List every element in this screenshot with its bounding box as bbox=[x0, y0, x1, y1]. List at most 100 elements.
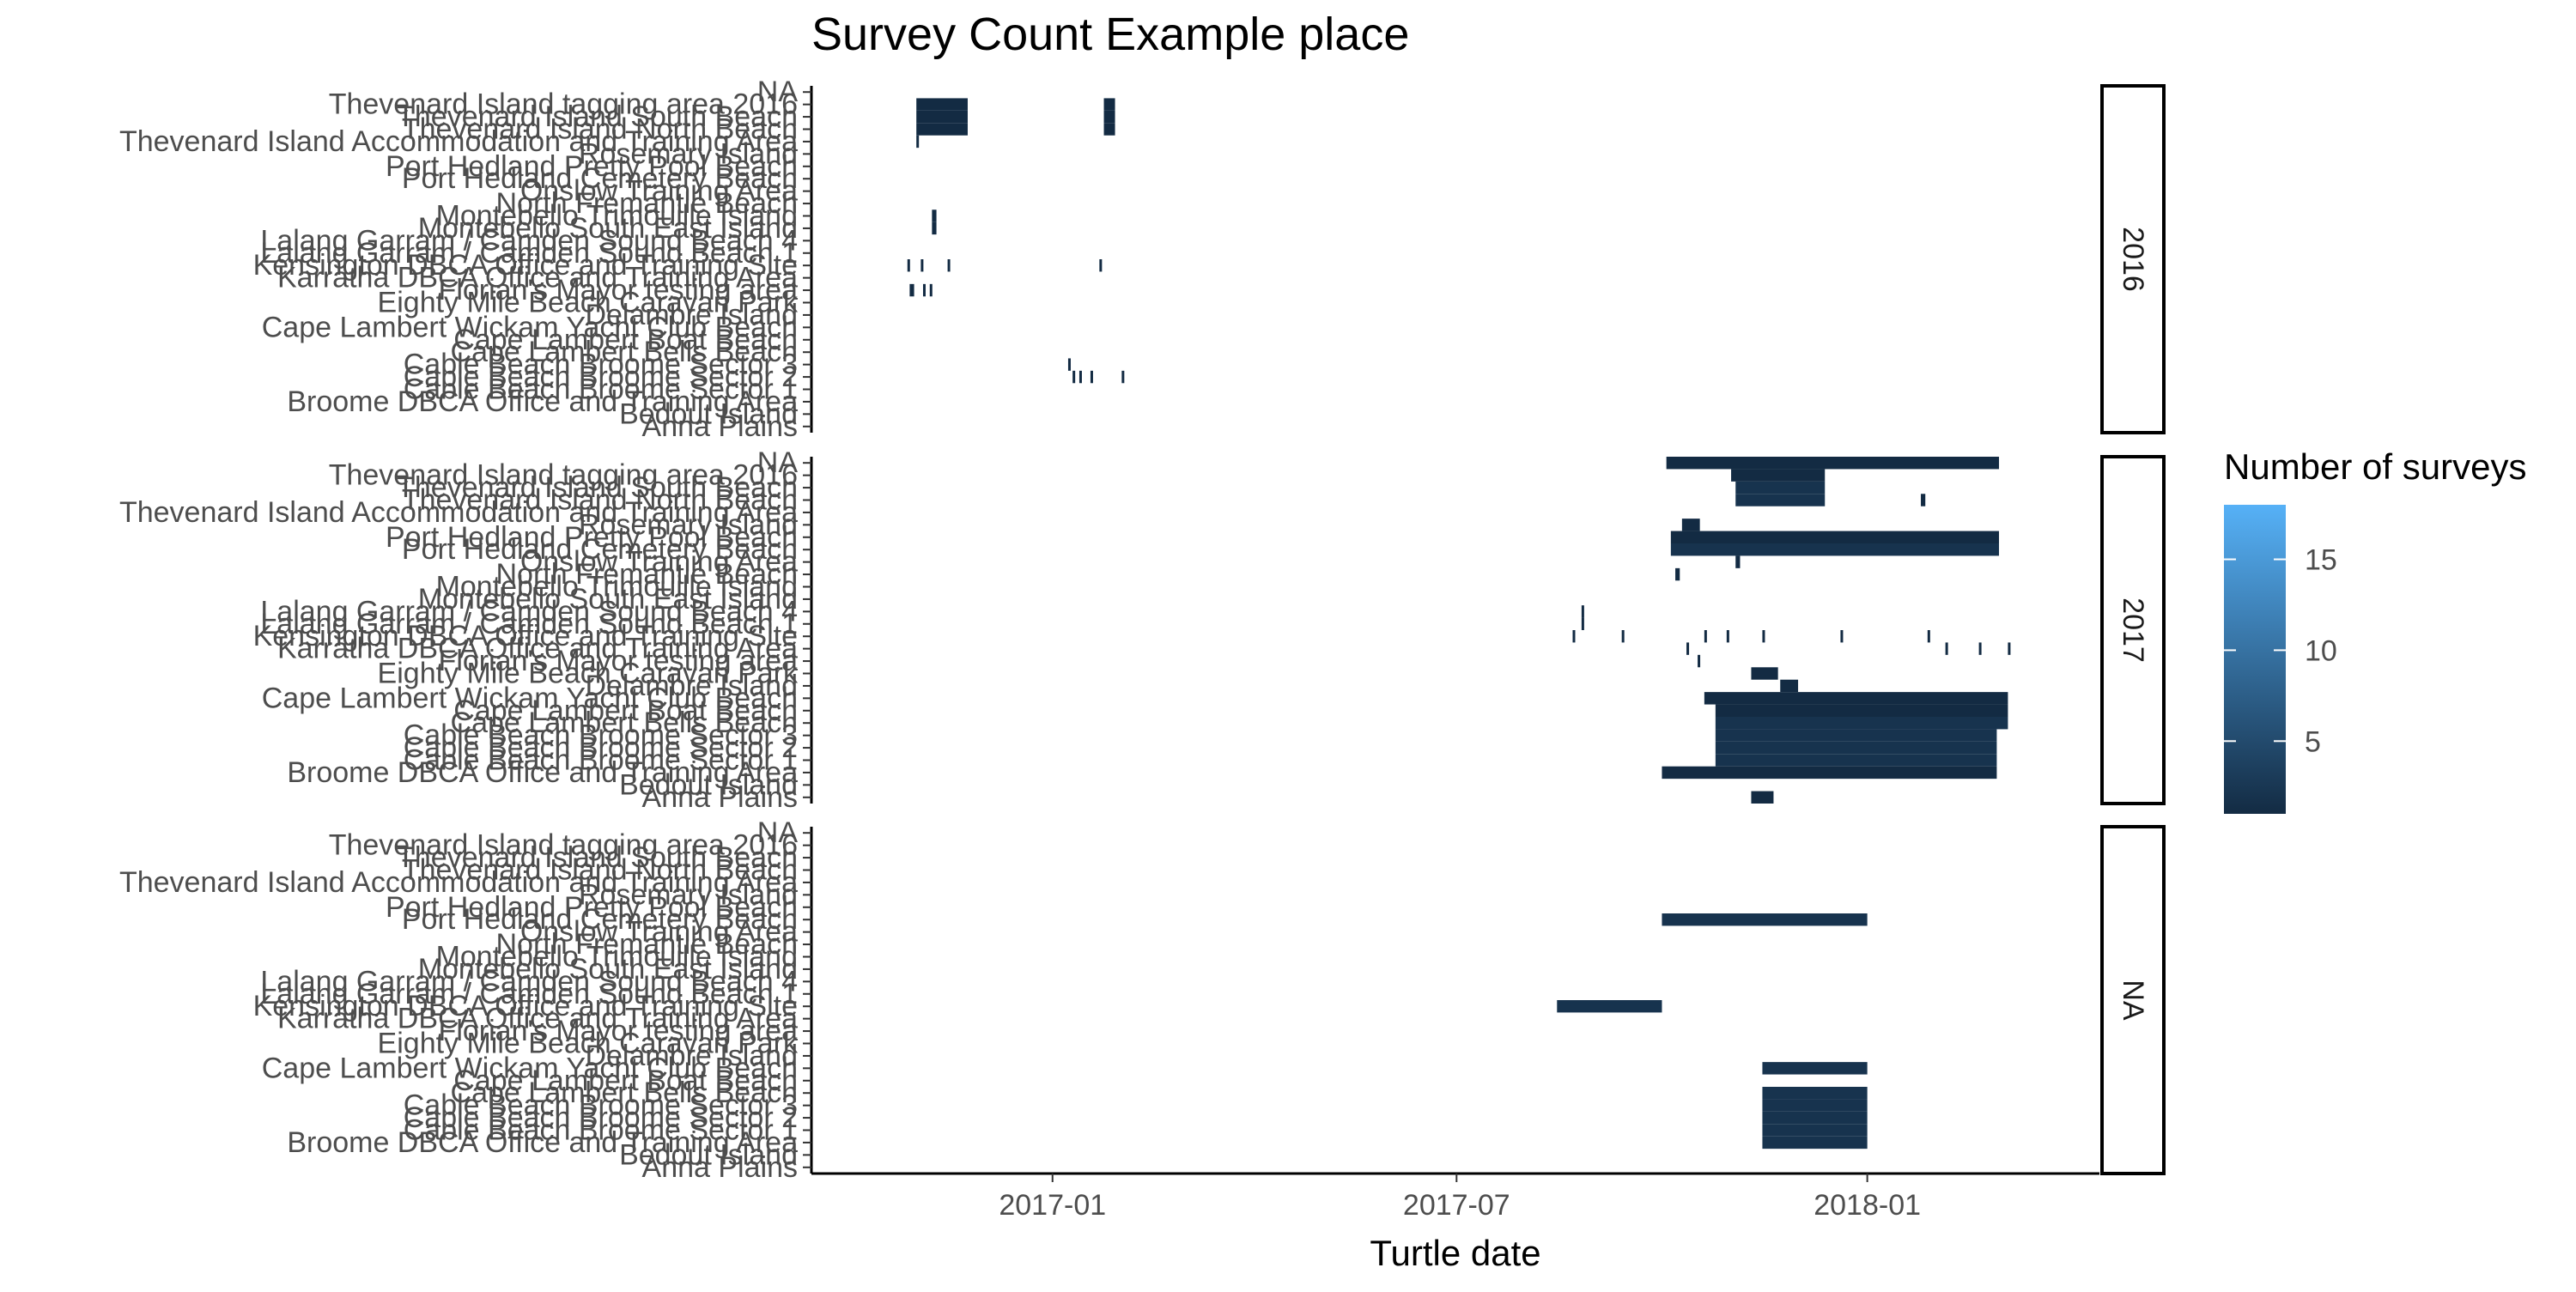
y-tick-label: Port Hedland Pretty Pool Beach bbox=[386, 521, 798, 554]
heatmap-cell bbox=[1698, 654, 1701, 668]
x-axis-title: Turtle date bbox=[1370, 1233, 1540, 1273]
heatmap-cell bbox=[1927, 630, 1930, 643]
y-tick-label: Eighty Mile Beach Caravan Park bbox=[378, 1028, 799, 1060]
y-tick-label: Montebello Trimouille Island bbox=[436, 200, 798, 233]
heatmap-cell bbox=[1099, 259, 1103, 272]
heatmap-cell bbox=[1762, 1136, 1868, 1149]
x-tick-label: 2017-01 bbox=[999, 1189, 1106, 1222]
y-tick-label: Cable Beach Broome Sector 1 bbox=[404, 373, 798, 406]
y-tick-label: Cape Lambert Bells Beach bbox=[451, 336, 798, 368]
heatmap-cell bbox=[1715, 741, 1997, 755]
facet-panels: NA Thevenard Island tagging area 2016 Thev… bbox=[119, 76, 2166, 1222]
y-tick-label: Lalang Garram / Camden Sound Beach 4 bbox=[260, 224, 798, 257]
y-tick-label: Thevenard Island tagging area 2016 bbox=[329, 459, 798, 492]
y-tick-label: Kensington DBCA Office and Training Site bbox=[253, 249, 798, 282]
heatmap-cell bbox=[1731, 469, 1826, 482]
heatmap-cell bbox=[916, 123, 968, 136]
heatmap-cell bbox=[1103, 98, 1115, 111]
y-tick-label: Cape Lambert Boat Beach bbox=[453, 324, 798, 356]
heatmap-cell bbox=[1681, 519, 1700, 531]
y-tick-label: Thevenard Island South Beach bbox=[397, 841, 798, 874]
heatmap-cell bbox=[922, 283, 926, 297]
y-tick-label: Lalang Garram / Camden Sound Beach 1 bbox=[260, 608, 798, 640]
heatmap-cell bbox=[1572, 630, 1576, 643]
y-tick-label: Montebello Trimouille Island bbox=[436, 941, 798, 974]
heatmap-cell bbox=[1715, 729, 1997, 742]
y-tick-label: North Fremantle Beach bbox=[496, 558, 799, 591]
facet-strip-box bbox=[2100, 455, 2166, 805]
y-tick-label: Cable Beach Broome Sector 1 bbox=[404, 744, 798, 777]
x-axis: 2017-01 2017-07 2018-01 bbox=[811, 1172, 2099, 1222]
y-tick-label: Thevenard Island Accommodation and Train… bbox=[119, 866, 798, 899]
heatmap-cell bbox=[1670, 543, 2000, 556]
heatmap-cell bbox=[1704, 692, 2008, 705]
y-tick-label: Onslow Training Area bbox=[520, 175, 798, 208]
heatmap-cell bbox=[1726, 630, 1729, 643]
y-tick-label: Cable Beach Broome Sector 1 bbox=[404, 1114, 798, 1147]
heatmap-cell bbox=[916, 110, 968, 124]
y-tick-label: Onslow Training Area bbox=[520, 916, 798, 949]
color-legend: 5 10 15 bbox=[2224, 505, 2337, 814]
y-tick-label: Anna Plains bbox=[642, 1151, 798, 1184]
heatmap-cell bbox=[907, 259, 910, 272]
y-tick-label: Bedout Island bbox=[619, 1138, 798, 1171]
y-tick-label: Karratha DBCA Office and Training Area bbox=[277, 633, 798, 665]
y-tick-label: Cape Lambert Bells Beach bbox=[451, 1077, 798, 1109]
heatmap-cell bbox=[1686, 642, 1690, 655]
heatmap-cell bbox=[1662, 913, 1868, 926]
heatmap-cell bbox=[1735, 555, 1741, 568]
y-tick-label: Broome DBCA Office and Training Area bbox=[287, 385, 798, 418]
y-tick-label: Thevenard Island Accommodation and Train… bbox=[119, 125, 798, 158]
facet-strip: 2016 bbox=[2100, 84, 2166, 434]
y-tick-label: Cable Beach Broome Sector 3 bbox=[404, 349, 798, 381]
heatmap-cell bbox=[1762, 1062, 1868, 1075]
y-tick-label: North Fremantle Beach bbox=[496, 187, 799, 220]
y-tick-label: Thevenard Island tagging area 2016 bbox=[329, 88, 798, 121]
facet-strip-box bbox=[2100, 84, 2166, 434]
y-tick-label: Florian's Mayor testing area bbox=[439, 274, 799, 306]
legend-tick-label: 5 bbox=[2305, 725, 2321, 758]
heatmap-cell bbox=[929, 283, 933, 297]
y-tick-label: Cable Beach Broome Sector 3 bbox=[404, 719, 798, 752]
heatmap-cell bbox=[920, 259, 924, 272]
heatmap-cell bbox=[2008, 642, 2011, 655]
y-tick-label: Karratha DBCA Office and Training Area bbox=[277, 1003, 798, 1035]
heatmap-cell bbox=[1067, 358, 1071, 371]
y-tick-label: Florian's Mayor testing area bbox=[439, 1015, 799, 1047]
legend-tick-label: 10 bbox=[2305, 634, 2337, 667]
heatmap-cell bbox=[1751, 791, 1774, 804]
heatmap-cell bbox=[1103, 123, 1115, 136]
facet-strip: NA bbox=[2100, 825, 2166, 1175]
heatmap-cell bbox=[916, 98, 968, 111]
heatmap-cell bbox=[1581, 617, 1584, 630]
y-tick-label: North Fremantle Beach bbox=[496, 928, 799, 961]
y-tick-label: Port Hedland Pretty Pool Beach bbox=[386, 150, 798, 183]
y-tick-label: Delambre Island bbox=[585, 1040, 798, 1072]
heatmap-cell bbox=[1762, 1124, 1868, 1137]
y-tick-label: Onslow Training Area bbox=[520, 546, 798, 579]
y-tick-label: Kensington DBCA Office and Training Site bbox=[253, 620, 798, 652]
y-tick-label: Cape Lambert Wickam Yacht Club Beach bbox=[262, 1052, 798, 1084]
y-tick-label: Cable Beach Broome Sector 2 bbox=[404, 361, 798, 393]
heatmap-cell bbox=[1762, 1087, 1868, 1100]
x-tick-label: 2017-07 bbox=[1403, 1189, 1510, 1222]
facet-strip: 2017 bbox=[2100, 455, 2166, 805]
y-tick-label: Montebello South East Island bbox=[418, 953, 798, 986]
facet-strip-label: 2016 bbox=[2117, 227, 2149, 292]
y-tick-label: Kensington DBCA Office and Training Site bbox=[253, 990, 798, 1022]
y-tick-label: Anna Plains bbox=[642, 781, 798, 814]
y-tick-label: Lalang Garram / Camden Sound Beach 1 bbox=[260, 237, 798, 270]
y-tick-label: NA bbox=[757, 816, 799, 849]
heatmap-cell bbox=[947, 259, 951, 272]
y-tick-label: Port Hedland Cemetery Beach bbox=[402, 533, 798, 566]
y-tick-label: Cable Beach Broome Sector 2 bbox=[404, 731, 798, 764]
y-tick-label: Montebello South East Island bbox=[418, 212, 798, 245]
heatmap-cell bbox=[1780, 679, 1799, 693]
y-tick-label: Lalang Garram / Camden Sound Beach 1 bbox=[260, 978, 798, 1010]
facet-strip-label: NA bbox=[2117, 980, 2149, 1021]
y-tick-label: Broome DBCA Office and Training Area bbox=[287, 1126, 798, 1159]
y-tick-label: Thevenard Island North Beach bbox=[402, 854, 798, 887]
heatmap-cell bbox=[1621, 630, 1625, 643]
